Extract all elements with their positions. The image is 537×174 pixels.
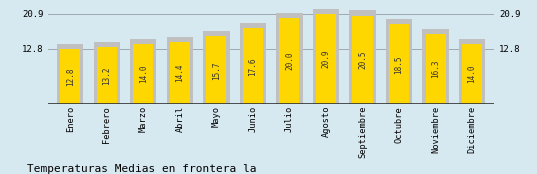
Bar [423,29,449,104]
Bar [203,31,229,104]
Bar [459,39,485,104]
Bar [206,36,227,104]
Text: 14.0: 14.0 [468,65,477,83]
Bar [277,13,303,104]
Bar [279,18,300,104]
Text: 13.2: 13.2 [102,67,111,85]
Bar [60,49,81,104]
Text: 14.0: 14.0 [139,65,148,83]
Text: 20.0: 20.0 [285,52,294,70]
Text: 20.9: 20.9 [322,50,330,68]
Text: 14.4: 14.4 [176,64,184,82]
Bar [350,10,376,104]
Bar [170,42,190,104]
Text: 16.3: 16.3 [431,60,440,78]
Bar [97,47,117,104]
Text: Temperaturas Medias en frontera la: Temperaturas Medias en frontera la [27,164,256,174]
Bar [243,28,263,104]
Bar [425,34,446,104]
Bar [166,37,193,104]
Bar [133,44,154,104]
Bar [130,39,156,104]
Text: 15.7: 15.7 [212,61,221,80]
Bar [462,44,482,104]
Bar [386,19,412,104]
Bar [389,24,409,104]
Text: 18.5: 18.5 [395,55,403,74]
Bar [313,9,339,104]
Text: 17.6: 17.6 [249,57,257,76]
Text: 20.5: 20.5 [358,51,367,69]
Bar [57,44,83,104]
Text: 12.8: 12.8 [66,68,75,86]
Bar [93,42,120,104]
Bar [316,14,336,104]
Bar [240,23,266,104]
Bar [352,16,373,104]
